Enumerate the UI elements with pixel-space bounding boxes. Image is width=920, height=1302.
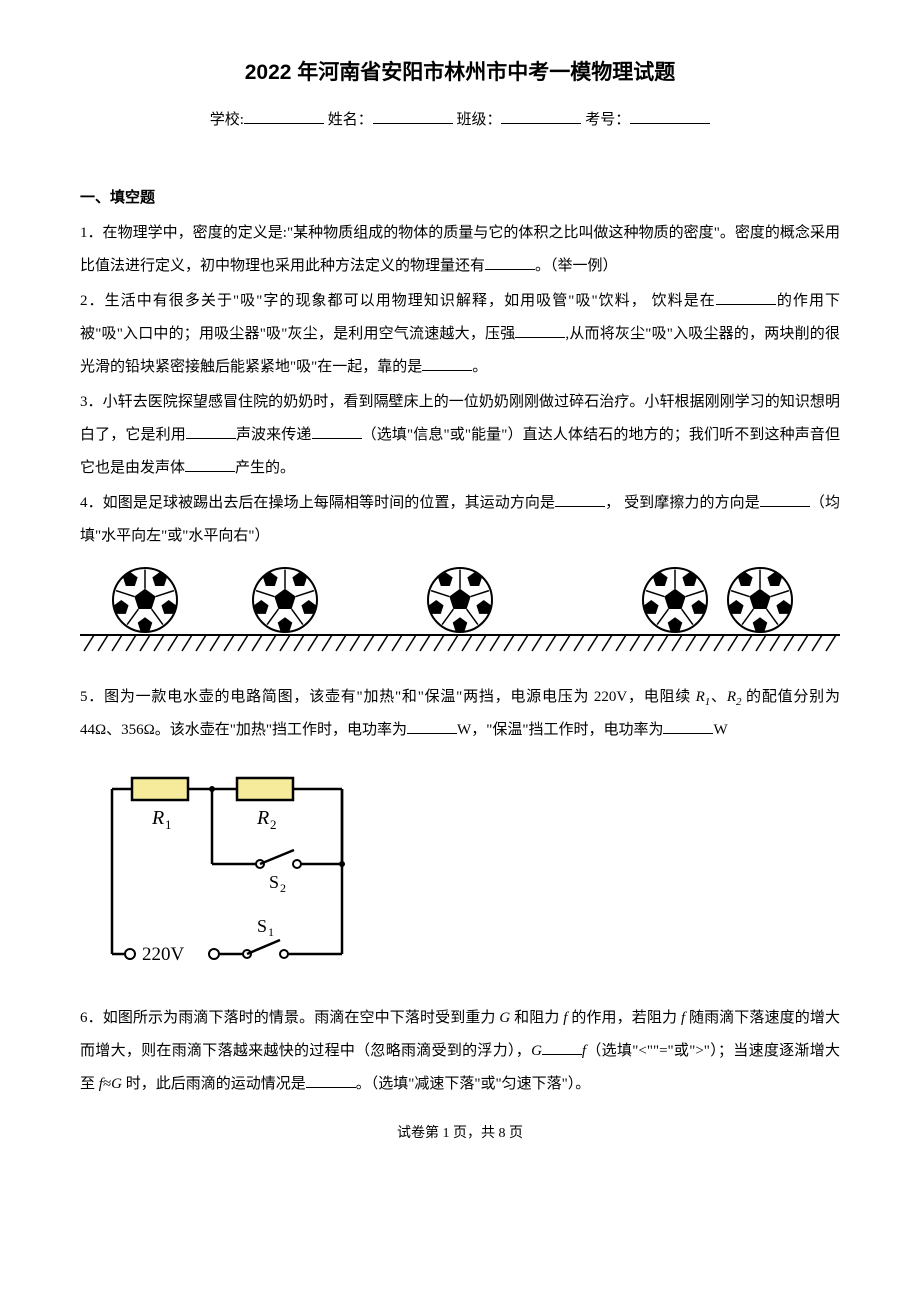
q2-blank-3 <box>422 356 472 371</box>
class-label: 班级： <box>456 112 501 128</box>
svg-text:2: 2 <box>280 881 286 895</box>
q1-num: 1． <box>80 225 103 241</box>
question-2: 2．生活中有很多关于"吸"字的现象都可以用物理知识解释，如用吸管"吸"饮料， 饮… <box>80 285 840 384</box>
q6-text-f: 时，此后雨滴的运动情况是 <box>122 1076 306 1092</box>
page-footer: 试卷第 1 页，共 8 页 <box>80 1119 840 1150</box>
header-fields: 学校: 姓名： 班级： 考号： <box>80 104 840 137</box>
svg-text:R: R <box>256 807 269 829</box>
q6-g2: G <box>531 1043 542 1059</box>
q2-blank-1 <box>716 290 776 305</box>
q6-g1: G <box>499 1010 510 1026</box>
question-1: 1．在物理学中，密度的定义是:"某种物质组成的物体的质量与它的体积之比叫做这种物… <box>80 217 840 283</box>
q2-text-d: 。 <box>472 359 487 375</box>
q5-num: 5． <box>80 689 104 705</box>
q3-num: 3． <box>80 394 103 410</box>
examno-label: 考号： <box>585 112 630 128</box>
q6-g3: G <box>111 1076 122 1092</box>
q5-r1: R <box>696 689 705 705</box>
soccer-svg <box>80 565 840 660</box>
q6-text-b: 和阻力 <box>510 1010 563 1026</box>
examno-blank <box>630 109 710 124</box>
q5-blank-2 <box>663 719 713 734</box>
q3-blank-1 <box>186 424 236 439</box>
q6-text-a: 如图所示为雨滴下落时的情景。雨滴在空中下落时受到重力 <box>103 1010 500 1026</box>
q1-text-b: 。（举一例） <box>535 258 618 274</box>
q5-blank-1 <box>407 719 457 734</box>
q6-blank-1 <box>542 1040 582 1055</box>
exam-title: 2022 年河南省安阳市林州市中考一模物理试题 <box>80 50 840 96</box>
circuit-svg: R1R2S2S1220V <box>92 759 362 979</box>
q5-text-e: W <box>713 722 727 738</box>
q4-blank-2 <box>760 492 810 507</box>
q1-blank <box>485 255 535 270</box>
svg-text:1: 1 <box>268 925 274 939</box>
q3-blank-2 <box>312 424 362 439</box>
name-blank <box>373 109 453 124</box>
q4-blank-1 <box>555 492 605 507</box>
circuit-figure: R1R2S2S1220V <box>92 759 840 992</box>
q6-num: 6． <box>80 1010 103 1026</box>
q5-text-b: 、 <box>710 689 727 705</box>
q6-text-g: 。（选填"减速下落"或"匀速下落"）。 <box>356 1076 591 1092</box>
svg-text:R: R <box>151 807 164 829</box>
q6-approx: ≈ <box>103 1076 111 1092</box>
class-blank <box>501 109 581 124</box>
q6-text-c: 的作用，若阻力 <box>567 1010 680 1026</box>
school-blank <box>244 109 324 124</box>
q2-blank-2 <box>515 323 565 338</box>
q5-text-d: W，"保温"挡工作时，电功率为 <box>457 722 663 738</box>
q3-text-b: 声波来传递 <box>236 427 312 443</box>
q4-text-a: 如图是足球被踢出去后在操场上每隔相等时间的位置，其运动方向是 <box>103 495 555 511</box>
name-label: 姓名： <box>328 112 373 128</box>
soccer-figure <box>80 565 840 673</box>
svg-text:1: 1 <box>165 817 172 832</box>
q2-num: 2． <box>80 293 105 309</box>
question-3: 3．小轩去医院探望感冒住院的奶奶时，看到隔壁床上的一位奶奶刚刚做过碎石治疗。小轩… <box>80 386 840 485</box>
question-4: 4．如图是足球被踢出去后在操场上每隔相等时间的位置，其运动方向是 ， 受到摩擦力的… <box>80 487 840 553</box>
q2-text-a: 生活中有很多关于"吸"字的现象都可以用物理知识解释，如用吸管"吸"饮料， 饮料是… <box>105 293 716 309</box>
q4-num: 4． <box>80 495 103 511</box>
school-label: 学校: <box>210 112 244 128</box>
question-5: 5．图为一款电水壶的电路简图，该壶有"加热"和"保温"两挡，电源电压为 220V… <box>80 681 840 747</box>
svg-text:S: S <box>269 872 279 892</box>
q6-blank-2 <box>306 1073 356 1088</box>
q3-text-d: 产生的。 <box>235 460 295 476</box>
q3-blank-3 <box>185 457 235 472</box>
section-heading: 一、填空题 <box>80 182 840 215</box>
q1-text-a: 在物理学中，密度的定义是:"某种物质组成的物体的质量与它的体积之比叫做这种物质的… <box>80 225 840 274</box>
q5-r2: R <box>727 689 736 705</box>
q4-text-b: ， 受到摩擦力的方向是 <box>605 495 760 511</box>
question-6: 6．如图所示为雨滴下落时的情景。雨滴在空中下落时受到重力 G 和阻力 f 的作用… <box>80 1002 840 1101</box>
svg-text:2: 2 <box>270 817 277 832</box>
svg-text:S: S <box>257 916 267 936</box>
svg-text:220V: 220V <box>142 944 185 965</box>
q5-text-a: 图为一款电水壶的电路简图，该壶有"加热"和"保温"两挡，电源电压为 220V，电… <box>104 689 696 705</box>
